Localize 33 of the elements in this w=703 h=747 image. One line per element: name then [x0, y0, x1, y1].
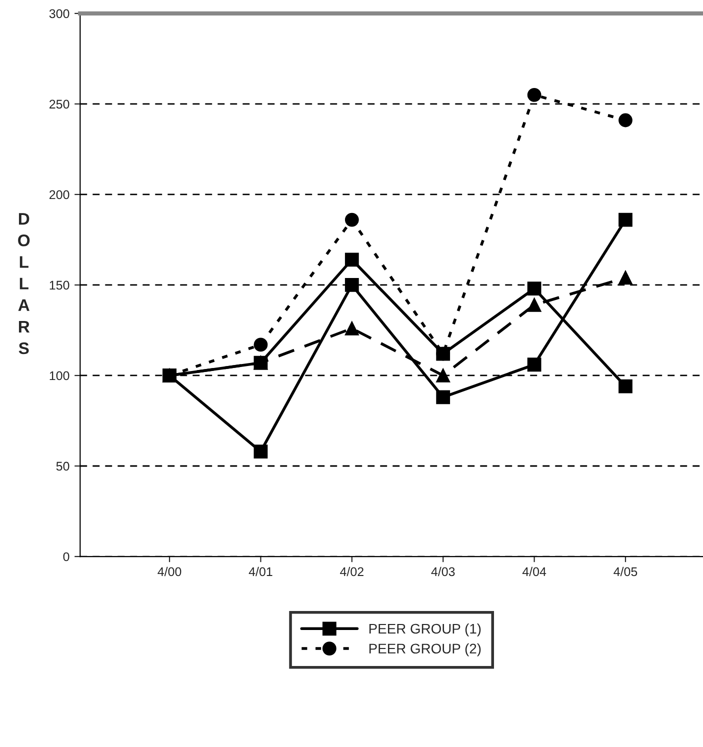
y-tick-label: 300: [49, 9, 70, 18]
y-tick-label: 100: [50, 371, 70, 380]
point: [344, 212, 359, 227]
point: [618, 212, 632, 227]
y-tick-label: 50: [56, 462, 70, 471]
x-tick-label: 4/05: [614, 566, 638, 576]
point: [618, 113, 632, 128]
x-tick-label: 4/04: [522, 566, 546, 576]
point: [527, 88, 542, 102]
x-tick-label: 4/02: [340, 566, 364, 576]
x-tick-label: 4/03: [431, 566, 455, 576]
point: [618, 270, 632, 285]
y-tick-label: 150: [50, 280, 70, 290]
point: [436, 368, 450, 382]
y-axis-title: DOLLARS: [18, 213, 30, 354]
y-tick-label: 0: [63, 552, 70, 562]
point: [527, 358, 542, 372]
x-tick-label: 4/01: [248, 566, 272, 576]
point: [618, 379, 632, 394]
point: [436, 390, 450, 404]
x-tick-label: 4/00: [158, 566, 182, 576]
point: [527, 298, 542, 312]
y-tick-label: 200: [50, 190, 70, 200]
point: [344, 278, 359, 292]
point: [254, 356, 268, 370]
point: [344, 252, 359, 267]
point: [527, 282, 542, 296]
legend-label: PEER GROUP (2): [369, 643, 481, 656]
point: [254, 338, 268, 352]
point: [254, 444, 268, 458]
point: [344, 321, 359, 336]
y-tick-label: 250: [50, 100, 70, 109]
legend-label: PEER GROUP (1): [369, 623, 481, 636]
